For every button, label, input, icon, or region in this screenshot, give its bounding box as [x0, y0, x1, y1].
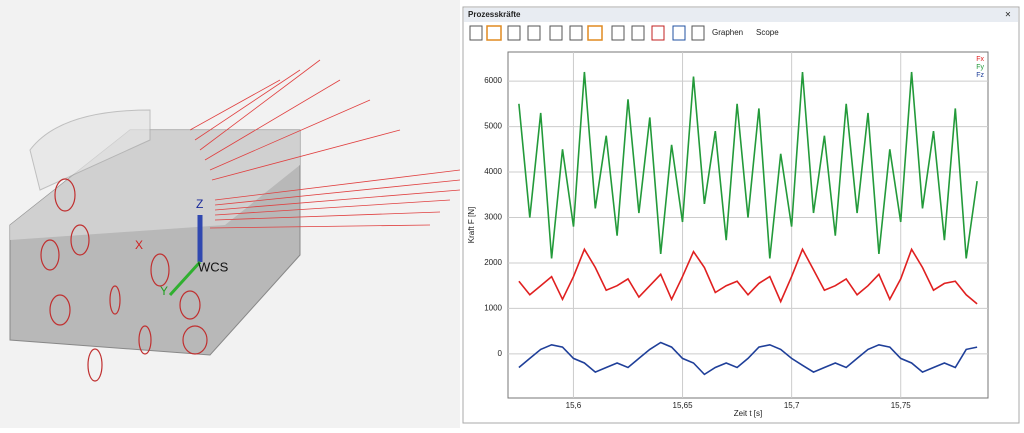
- axis-label: Y: [160, 284, 168, 298]
- legend-entry: Fy: [976, 64, 984, 71]
- y-tick-label: 3000: [484, 213, 502, 222]
- cad-model: Z X Y WCS: [9, 59, 461, 382]
- series-line: [518, 247, 978, 305]
- axis-y: [168, 260, 202, 297]
- x-tick-label: 15,7: [784, 401, 800, 410]
- tool-button[interactable]: [549, 25, 563, 41]
- tool-button[interactable]: [631, 25, 645, 41]
- y-axis-label: Kraft F [N]: [467, 207, 476, 243]
- series-line: [518, 341, 978, 376]
- tool-button[interactable]: [587, 25, 603, 41]
- tool-button[interactable]: [611, 25, 625, 41]
- y-tick-label: 2000: [484, 258, 502, 267]
- tool-button[interactable]: [527, 25, 541, 41]
- toolbar: Graphen Scope: [469, 25, 779, 41]
- legend-entry: Fz: [976, 72, 984, 79]
- menu[interactable]: Scope: [756, 28, 779, 37]
- tool-button[interactable]: [469, 25, 483, 41]
- y-tick-label: 6000: [484, 76, 502, 85]
- x-axis-label: Zeit t [s]: [734, 409, 762, 418]
- y-tick-label: 5000: [484, 122, 502, 131]
- x-tick-label: 15,75: [891, 401, 912, 410]
- tool-button[interactable]: [486, 25, 502, 41]
- y-tick-label: 0: [498, 349, 503, 358]
- axis-label: Z: [196, 197, 203, 211]
- x-tick-label: 15,65: [673, 401, 694, 410]
- y-tick-label: 1000: [484, 304, 502, 313]
- toolpaths: [189, 59, 461, 229]
- plot-area: [507, 51, 989, 399]
- fixture: [29, 109, 151, 191]
- y-tick-label: 4000: [484, 167, 502, 176]
- legend-entry: Fx: [976, 56, 984, 63]
- window-title: Prozesskräfte: [468, 10, 521, 19]
- workpiece-top: [10, 130, 300, 240]
- title-bar: [464, 8, 1018, 22]
- tool-button[interactable]: [651, 25, 665, 41]
- axis-label: WCS: [198, 259, 229, 274]
- close-button[interactable]: ×: [1005, 10, 1011, 21]
- tool-button[interactable]: [569, 25, 583, 41]
- axis-label: X: [135, 238, 143, 252]
- tool-button[interactable]: [691, 25, 705, 41]
- menu[interactable]: Graphen: [712, 28, 743, 37]
- holes: [40, 178, 208, 382]
- tool-button[interactable]: [672, 25, 686, 41]
- x-tick-label: 15,6: [566, 401, 582, 410]
- series-line: [518, 71, 978, 259]
- tool-button[interactable]: [507, 25, 521, 41]
